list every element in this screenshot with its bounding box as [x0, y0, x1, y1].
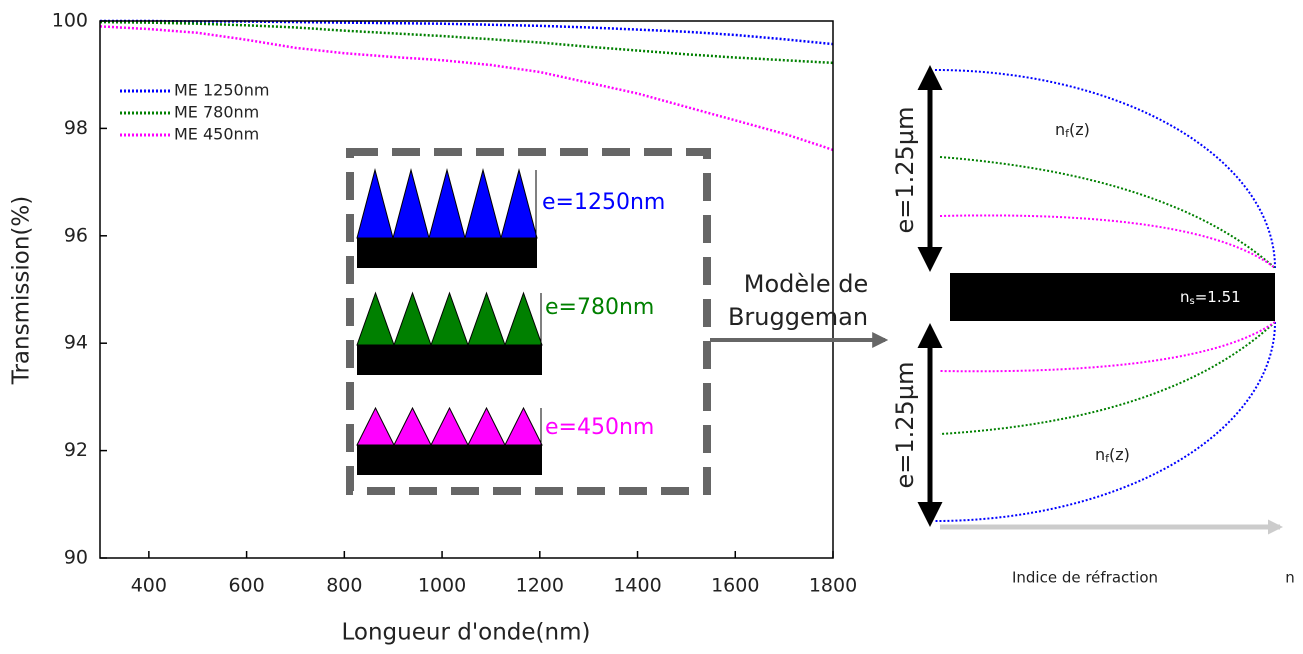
- profile-curve: [939, 156, 1276, 269]
- cone: [392, 168, 430, 239]
- inset: e=1250nm e=780nm e=450nm: [346, 148, 711, 495]
- subscript: s: [1190, 296, 1195, 307]
- x-tick-label: 600: [228, 575, 264, 597]
- cone: [500, 168, 538, 239]
- subscript: f: [1065, 127, 1070, 140]
- x-tick-label: 1800: [809, 575, 857, 597]
- profile-curve: [939, 321, 1276, 373]
- index-axis-symbol: n: [1285, 569, 1295, 587]
- cone: [393, 291, 432, 346]
- x-tick-label: 800: [326, 575, 362, 597]
- cone: [504, 406, 543, 446]
- y-tick-label: 100: [52, 10, 88, 32]
- substrate: [357, 345, 542, 375]
- inset-label: e=780nm: [545, 295, 654, 320]
- film-label: nf(z): [1055, 120, 1090, 141]
- y-tick-label: 90: [64, 547, 88, 569]
- value: (z): [1109, 445, 1130, 464]
- x-tick-label: 1400: [613, 575, 661, 597]
- substrate: [357, 238, 537, 268]
- symbol: n: [1095, 445, 1105, 464]
- value: (z): [1069, 120, 1090, 139]
- profile-diagram: ns=1.51 e=1.25µm e=1.25µm nf(z) nf(z) In…: [891, 65, 1295, 587]
- y-tick-label: 96: [64, 224, 88, 246]
- inset-label: e=1250nm: [542, 190, 665, 215]
- value: =1.51: [1195, 288, 1241, 306]
- cone: [428, 168, 466, 239]
- arrow-text: Modèle de: [744, 270, 868, 298]
- thickness-label: e=1.25µm: [891, 107, 919, 234]
- series-line: [99, 25, 834, 152]
- x-axis-title: Longueur d'onde(nm): [342, 620, 591, 646]
- cone: [504, 291, 543, 346]
- cone: [356, 406, 395, 446]
- y-tick-label: 92: [64, 439, 88, 461]
- y-tick-label: 94: [64, 332, 88, 354]
- series-line: [99, 20, 834, 65]
- substrate: [950, 273, 1275, 321]
- symbol: n: [1055, 120, 1065, 139]
- inset-frame: [346, 148, 711, 495]
- profile-curve: [934, 321, 1276, 522]
- cone: [393, 406, 432, 446]
- y-axis-title: Transmission(%): [9, 196, 35, 385]
- profile-curve: [939, 214, 1276, 269]
- cone: [356, 168, 394, 239]
- plot: 90 92 94 96 98 100 400 600 800 1000 1200 1400 1600 18…: [52, 10, 857, 597]
- inset-label: e=450nm: [545, 415, 654, 440]
- thickness-label: e=1.25µm: [891, 362, 919, 489]
- plot-frame: [99, 20, 834, 559]
- symbol: n: [1180, 288, 1190, 306]
- x-tick-label: 400: [131, 575, 167, 597]
- cone: [430, 406, 469, 446]
- subscript: f: [1105, 452, 1110, 465]
- legend-label: ME 780nm: [174, 103, 259, 122]
- film-label: nf(z): [1095, 445, 1130, 466]
- structures: [356, 168, 543, 475]
- profile-curve: [934, 69, 1276, 269]
- cone: [430, 291, 469, 346]
- cone: [467, 291, 506, 346]
- y-tick-label: 98: [64, 117, 88, 139]
- x-tick-label: 1200: [516, 575, 564, 597]
- substrate: [357, 445, 542, 475]
- arrow-text: Bruggeman: [728, 303, 868, 331]
- x-tick-label: 1000: [418, 575, 466, 597]
- cone: [464, 168, 502, 239]
- legend-label: ME 450nm: [174, 125, 259, 144]
- index-axis-label: Indice de réfraction: [1012, 569, 1158, 587]
- cone: [356, 291, 395, 346]
- profile-curve: [939, 321, 1276, 435]
- substrate-label: ns=1.51: [1180, 288, 1241, 308]
- legend-label: ME 1250nm: [174, 81, 269, 100]
- cone: [467, 406, 506, 446]
- x-tick-label: 1600: [711, 575, 759, 597]
